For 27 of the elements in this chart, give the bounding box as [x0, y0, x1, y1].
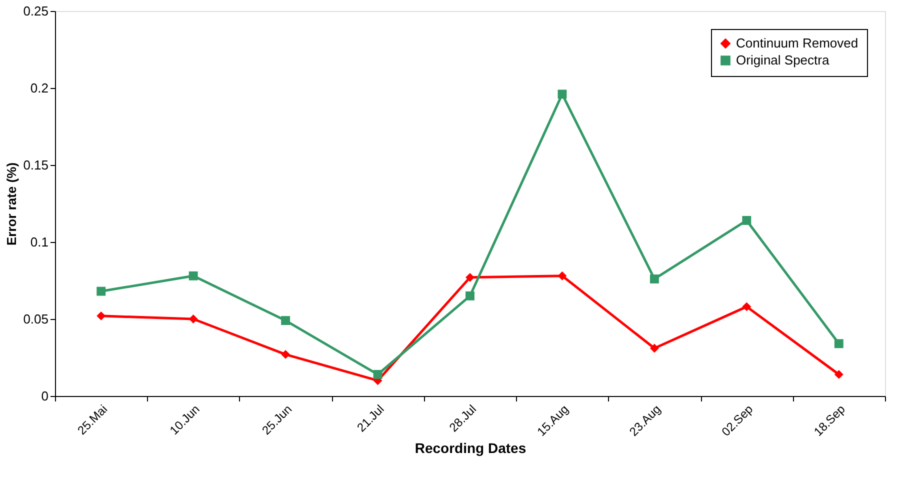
point — [558, 271, 567, 280]
point — [96, 311, 106, 320]
point — [558, 90, 567, 99]
y-tick-label: 0 — [41, 388, 48, 404]
legend-label: Original Spectra — [736, 52, 830, 68]
point — [650, 344, 659, 353]
point — [742, 302, 752, 312]
point — [742, 216, 752, 225]
y-axis-title: Error rate (%) — [4, 162, 20, 246]
y-tick-label: 0.1 — [30, 234, 48, 250]
point — [281, 316, 290, 326]
y-tick-label: 0.2 — [30, 80, 48, 96]
point — [834, 339, 844, 348]
point — [834, 370, 844, 379]
y-tick-label: 0.25 — [23, 4, 48, 18]
point — [466, 291, 474, 300]
point — [466, 272, 474, 282]
point — [650, 274, 659, 284]
point — [96, 286, 106, 296]
y-tick-label: 0.05 — [23, 312, 48, 326]
legend-label: Continuum Removed — [736, 36, 858, 50]
y-tick-label: 0.15 — [23, 158, 48, 172]
point — [188, 314, 198, 324]
point — [188, 271, 198, 280]
x-axis-title: Recording Dates — [414, 440, 526, 456]
point — [281, 350, 290, 359]
point — [373, 370, 382, 379]
